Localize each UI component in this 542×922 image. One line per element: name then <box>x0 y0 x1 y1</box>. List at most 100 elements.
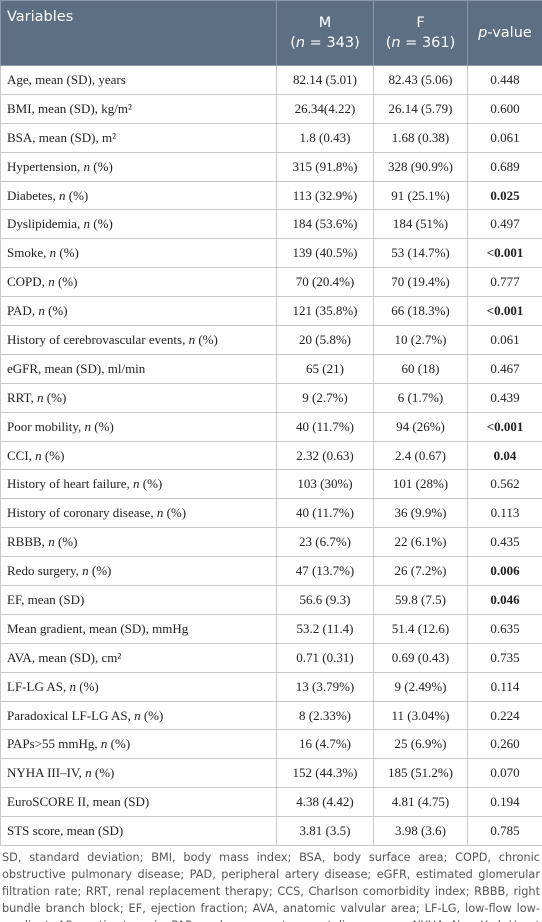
variable-cell: RBBB, n (%) <box>0 527 277 558</box>
value-cell: 0.061 <box>467 325 542 355</box>
value-cell: 40 (11.7%) <box>276 411 374 442</box>
value-cell: 0.69 (0.43) <box>373 642 468 673</box>
value-cell: 51.4 (12.6) <box>373 613 468 644</box>
value-cell: 315 (91.8%) <box>276 151 374 182</box>
header-line: F <box>416 15 425 31</box>
value-cell: 25 (6.9%) <box>373 729 468 760</box>
value-cell: 47 (13.7%) <box>276 556 374 587</box>
value-cell: 0.070 <box>467 758 542 789</box>
value-cell: 0.006 <box>467 556 542 587</box>
value-cell: 6 (1.7%) <box>373 382 468 413</box>
table-row: Smoke, n (%) 139 (40.5%) 53 (14.7%) <0.001 <box>0 238 542 269</box>
variable-cell: CCI, n (%) <box>0 440 277 471</box>
table-row: Diabetes, n (%) 113 (32.9%) 91 (25.1%) 0.02… <box>0 180 542 211</box>
value-cell: 9 (2.49%) <box>373 671 468 702</box>
value-cell: 139 (40.5%) <box>276 238 374 269</box>
header-row: Variables M (n = 343) F (n = 361) p-value <box>0 0 542 66</box>
value-cell: 0.194 <box>467 787 542 818</box>
table-row: RRT, n (%) 9 (2.7%) 6 (1.7%) 0.439 <box>0 382 542 413</box>
variable-cell: eGFR, mean (SD), ml/min <box>0 353 277 384</box>
variable-cell: Diabetes, n (%) <box>0 180 277 211</box>
value-cell: 36 (9.9%) <box>373 498 468 529</box>
variable-cell: Age, mean (SD), years <box>0 65 277 95</box>
value-cell: 13 (3.79%) <box>276 671 374 702</box>
variable-cell: Paradoxical LF-LG AS, n (%) <box>0 700 277 731</box>
value-cell: 0.025 <box>467 180 542 211</box>
table-row: Dyslipidemia, n (%) 184 (53.6%) 184 (51%) 0… <box>0 209 542 240</box>
value-cell: 16 (4.7%) <box>276 729 374 760</box>
variable-cell: NYHA III–IV, n (%) <box>0 758 277 789</box>
table-row: CCI, n (%) 2.32 (0.63) 2.4 (0.67) 0.04 <box>0 440 542 471</box>
value-cell: 66 (18.3%) <box>373 296 468 327</box>
value-cell: 11 (3.04%) <box>373 700 468 731</box>
value-cell: 0.435 <box>467 527 542 558</box>
value-cell: 82.14 (5.01) <box>276 65 374 95</box>
header-cell: F (n = 361) <box>373 0 468 66</box>
value-cell: 59.8 (7.5) <box>373 585 468 615</box>
variable-cell: Redo surgery, n (%) <box>0 556 277 587</box>
table-row: Mean gradient, mean (SD), mmHg 53.2 (11.4… <box>0 613 542 644</box>
header-cell: Variables <box>0 0 277 66</box>
value-cell: 0.635 <box>467 613 542 644</box>
value-cell: 53 (14.7%) <box>373 238 468 269</box>
value-cell: 0.467 <box>467 353 542 384</box>
value-cell: 26 (7.2%) <box>373 556 468 587</box>
value-cell: 40 (11.7%) <box>276 498 374 529</box>
value-cell: 23 (6.7%) <box>276 527 374 558</box>
value-cell: 0.04 <box>467 440 542 471</box>
table-row: BMI, mean (SD), kg/m² 26.34(4.22) 26.14 (5… <box>0 93 542 124</box>
table-row: Age, mean (SD), years 82.14 (5.01) 82.43 (… <box>0 65 542 95</box>
value-cell: 20 (5.8%) <box>276 325 374 355</box>
variable-cell: STS score, mean (SD) <box>0 816 277 847</box>
value-cell: 22 (6.1%) <box>373 527 468 558</box>
value-cell: 91 (25.1%) <box>373 180 468 211</box>
value-cell: 1.8 (0.43) <box>276 122 374 153</box>
value-cell: 0.785 <box>467 816 542 847</box>
value-cell: 0.448 <box>467 65 542 95</box>
value-cell: 70 (19.4%) <box>373 267 468 298</box>
table-row: STS score, mean (SD) 3.81 (3.5) 3.98 (3.6)… <box>0 816 542 847</box>
value-cell: 0.439 <box>467 382 542 413</box>
table-row: PAPs>55 mmHg, n (%) 16 (4.7%) 25 (6.9%) 0.2… <box>0 729 542 760</box>
variable-cell: Poor mobility, n (%) <box>0 411 277 442</box>
value-cell: 8 (2.33%) <box>276 700 374 731</box>
value-cell: 0.71 (0.31) <box>276 642 374 673</box>
variable-cell: BSA, mean (SD), m² <box>0 122 277 153</box>
value-cell: 9 (2.7%) <box>276 382 374 413</box>
value-cell: 328 (90.9%) <box>373 151 468 182</box>
value-cell: 0.260 <box>467 729 542 760</box>
value-cell: 184 (51%) <box>373 209 468 240</box>
value-cell: 0.735 <box>467 642 542 673</box>
header-cell: p-value <box>467 0 542 66</box>
value-cell: 2.32 (0.63) <box>276 440 374 471</box>
value-cell: 0.224 <box>467 700 542 731</box>
value-cell: 152 (44.3%) <box>276 758 374 789</box>
table-row: NYHA III–IV, n (%) 152 (44.3%) 185 (51.2%)… <box>0 758 542 789</box>
value-cell: 4.81 (4.75) <box>373 787 468 818</box>
table-row: Poor mobility, n (%) 40 (11.7%) 94 (26%) <0… <box>0 411 542 442</box>
value-cell: 0.046 <box>467 585 542 615</box>
value-cell: 185 (51.2%) <box>373 758 468 789</box>
value-cell: 26.34(4.22) <box>276 93 374 124</box>
header-line: M <box>318 15 332 31</box>
table-row: History of coronary disease, n (%) 40 (11… <box>0 498 542 529</box>
header-text: p-value <box>478 25 532 41</box>
variable-cell: Smoke, n (%) <box>0 238 277 269</box>
table-row: BSA, mean (SD), m² 1.8 (0.43) 1.68 (0.38) 0… <box>0 122 542 153</box>
table-row: RBBB, n (%) 23 (6.7%) 22 (6.1%) 0.435 <box>0 527 542 558</box>
value-cell: 0.689 <box>467 151 542 182</box>
variable-cell: EF, mean (SD) <box>0 585 277 615</box>
value-cell: 60 (18) <box>373 353 468 384</box>
header-text: Variables <box>7 9 74 25</box>
table-row: Paradoxical LF-LG AS, n (%) 8 (2.33%) 11 (… <box>0 700 542 731</box>
variable-cell: BMI, mean (SD), kg/m² <box>0 93 277 124</box>
variable-cell: Dyslipidemia, n (%) <box>0 209 277 240</box>
value-cell: 82.43 (5.06) <box>373 65 468 95</box>
value-cell: 10 (2.7%) <box>373 325 468 355</box>
table-row: PAD, n (%) 121 (35.8%) 66 (18.3%) <0.001 <box>0 296 542 327</box>
value-cell: 2.4 (0.67) <box>373 440 468 471</box>
value-cell: 0.114 <box>467 671 542 702</box>
value-cell: 26.14 (5.79) <box>373 93 468 124</box>
value-cell: <0.001 <box>467 296 542 327</box>
table-row: AVA, mean (SD), cm² 0.71 (0.31) 0.69 (0.43… <box>0 642 542 673</box>
